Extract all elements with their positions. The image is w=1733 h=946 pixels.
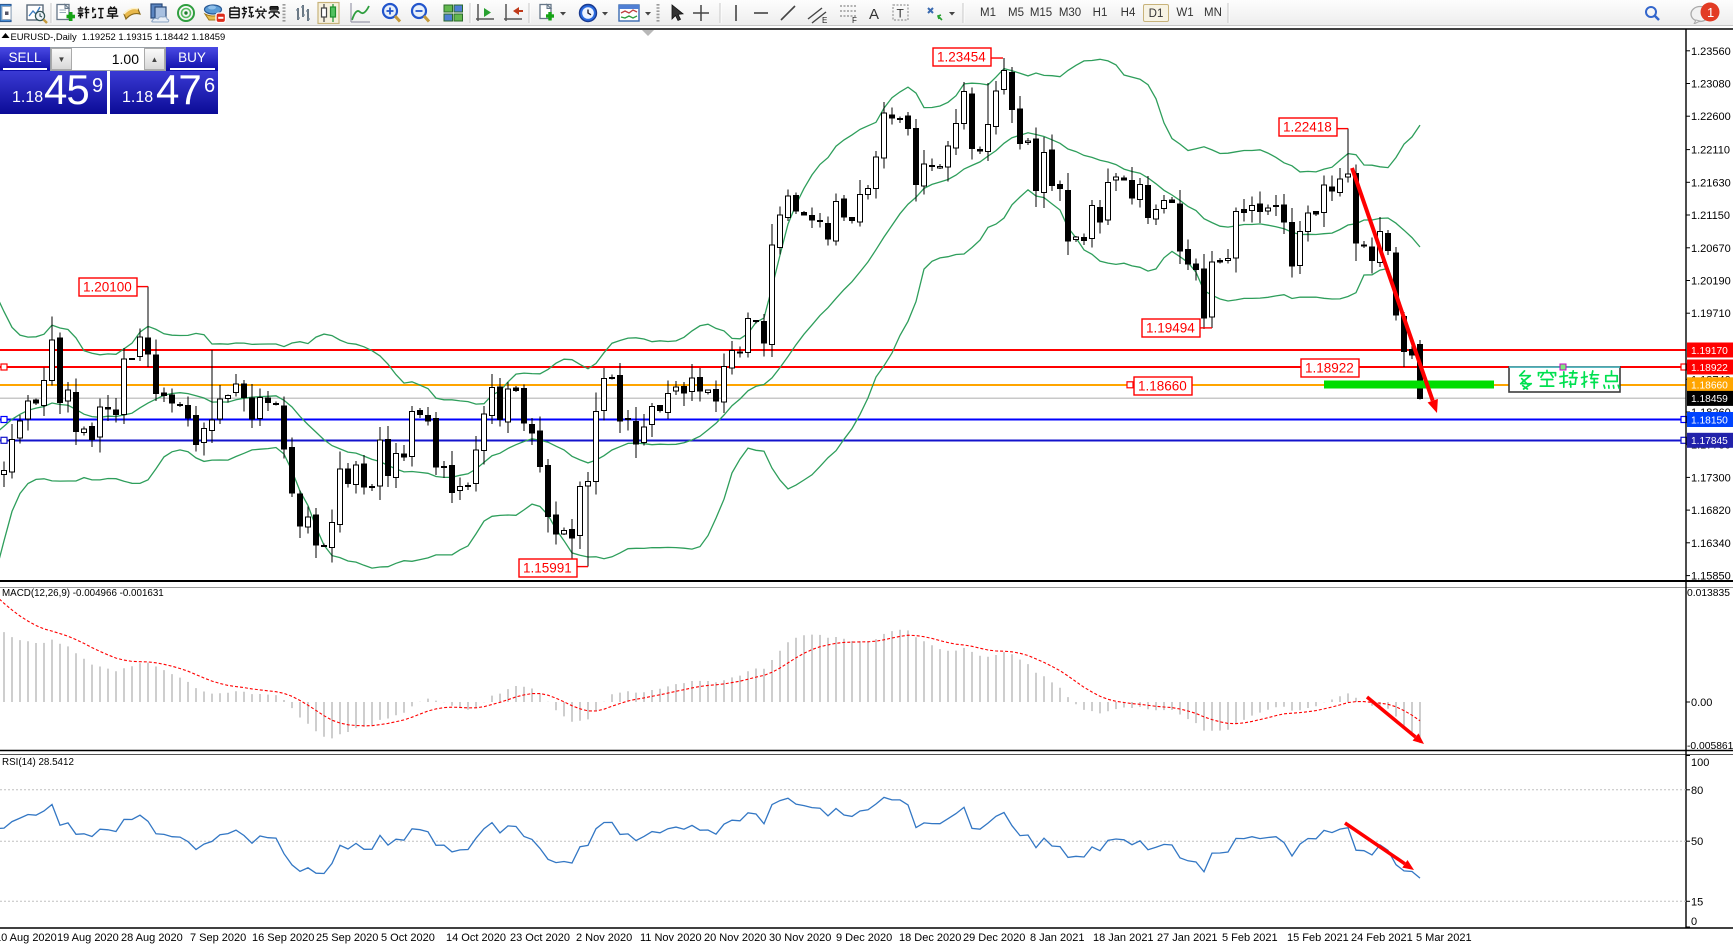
svg-text:1.18660: 1.18660 bbox=[1691, 381, 1728, 392]
svg-text:T: T bbox=[897, 7, 905, 21]
svg-text:1.16340: 1.16340 bbox=[1691, 538, 1731, 550]
svg-text:F: F bbox=[852, 16, 857, 25]
svg-text:1.22600: 1.22600 bbox=[1691, 111, 1731, 123]
svg-text:16 Sep 2020: 16 Sep 2020 bbox=[252, 932, 314, 944]
svg-text:1.18922: 1.18922 bbox=[1691, 363, 1728, 374]
svg-text:15 Feb 2021: 15 Feb 2021 bbox=[1287, 932, 1349, 944]
svg-text:11 Nov 2020: 11 Nov 2020 bbox=[640, 932, 702, 944]
svg-text:1.23080: 1.23080 bbox=[1691, 79, 1731, 91]
svg-text:80: 80 bbox=[1691, 785, 1703, 797]
svg-text:1.22110: 1.22110 bbox=[1691, 145, 1730, 157]
svg-text:1.20670: 1.20670 bbox=[1691, 243, 1731, 255]
svg-text:E: E bbox=[822, 16, 827, 25]
svg-text:A: A bbox=[869, 6, 879, 23]
svg-text:1.20100: 1.20100 bbox=[83, 280, 132, 295]
svg-text:23 Oct 2020: 23 Oct 2020 bbox=[510, 932, 570, 944]
svg-text:25 Sep 2020: 25 Sep 2020 bbox=[316, 932, 378, 944]
svg-text:1.15850: 1.15850 bbox=[1691, 571, 1731, 583]
svg-text:15: 15 bbox=[1691, 896, 1703, 908]
svg-text:EURUSD-,Daily 1.19252 1.19315: EURUSD-,Daily 1.19252 1.19315 1.18442 1.… bbox=[11, 31, 226, 42]
svg-text:1.15991: 1.15991 bbox=[523, 561, 572, 576]
svg-text:30 Nov 2020: 30 Nov 2020 bbox=[769, 932, 831, 944]
svg-text:1.21150: 1.21150 bbox=[1691, 210, 1730, 222]
svg-text:5 Mar 2021: 5 Mar 2021 bbox=[1416, 932, 1472, 944]
svg-text:1.19170: 1.19170 bbox=[1691, 346, 1728, 357]
svg-text:1.18660: 1.18660 bbox=[1138, 379, 1187, 394]
svg-text:1.18150: 1.18150 bbox=[1691, 415, 1728, 426]
svg-text:18 Dec 2020: 18 Dec 2020 bbox=[899, 932, 961, 944]
svg-text:1.20190: 1.20190 bbox=[1691, 276, 1731, 288]
svg-text:29 Dec 2020: 29 Dec 2020 bbox=[963, 932, 1025, 944]
svg-text:MACD(12,26,9) -0.004966 -0.001: MACD(12,26,9) -0.004966 -0.001631 bbox=[2, 588, 164, 599]
svg-text:1.21630: 1.21630 bbox=[1691, 177, 1731, 189]
svg-text:0.00: 0.00 bbox=[1691, 697, 1712, 709]
svg-text:5 Oct 2020: 5 Oct 2020 bbox=[381, 932, 435, 944]
svg-text:2 Nov 2020: 2 Nov 2020 bbox=[576, 932, 632, 944]
svg-text:1.16820: 1.16820 bbox=[1691, 505, 1731, 517]
svg-text:RSI(14) 28.5412: RSI(14) 28.5412 bbox=[2, 757, 74, 768]
svg-text:27 Jan 2021: 27 Jan 2021 bbox=[1157, 932, 1218, 944]
svg-text:100: 100 bbox=[1691, 757, 1709, 769]
svg-text:1: 1 bbox=[1707, 5, 1714, 20]
svg-text:1.19494: 1.19494 bbox=[1146, 321, 1195, 336]
svg-text:1.22418: 1.22418 bbox=[1283, 120, 1332, 135]
svg-text:1.23560: 1.23560 bbox=[1691, 46, 1731, 58]
svg-text:1.17845: 1.17845 bbox=[1691, 436, 1728, 447]
svg-text:-0.005861: -0.005861 bbox=[1687, 741, 1733, 752]
svg-text:0: 0 bbox=[1691, 916, 1697, 928]
svg-text:1.18459: 1.18459 bbox=[1691, 394, 1728, 405]
svg-text:1.19710: 1.19710 bbox=[1691, 308, 1731, 320]
svg-text:8 Jan 2021: 8 Jan 2021 bbox=[1030, 932, 1084, 944]
svg-text:14 Oct 2020: 14 Oct 2020 bbox=[446, 932, 506, 944]
svg-text:10 Aug 2020: 10 Aug 2020 bbox=[0, 932, 57, 944]
svg-text:0.013835: 0.013835 bbox=[1687, 588, 1730, 599]
svg-text:9 Dec 2020: 9 Dec 2020 bbox=[836, 932, 892, 944]
svg-text:50: 50 bbox=[1691, 836, 1703, 848]
svg-text:1.18922: 1.18922 bbox=[1305, 361, 1354, 376]
svg-text:7 Sep 2020: 7 Sep 2020 bbox=[190, 932, 246, 944]
svg-text:1.23454: 1.23454 bbox=[937, 50, 986, 65]
svg-text:1.17300: 1.17300 bbox=[1691, 472, 1731, 484]
svg-text:19 Aug 2020: 19 Aug 2020 bbox=[57, 932, 119, 944]
svg-text:5 Feb 2021: 5 Feb 2021 bbox=[1222, 932, 1278, 944]
svg-text:20 Nov 2020: 20 Nov 2020 bbox=[704, 932, 766, 944]
svg-text:28 Aug 2020: 28 Aug 2020 bbox=[121, 932, 183, 944]
svg-text:18 Jan 2021: 18 Jan 2021 bbox=[1093, 932, 1154, 944]
svg-text:24 Feb 2021: 24 Feb 2021 bbox=[1351, 932, 1413, 944]
